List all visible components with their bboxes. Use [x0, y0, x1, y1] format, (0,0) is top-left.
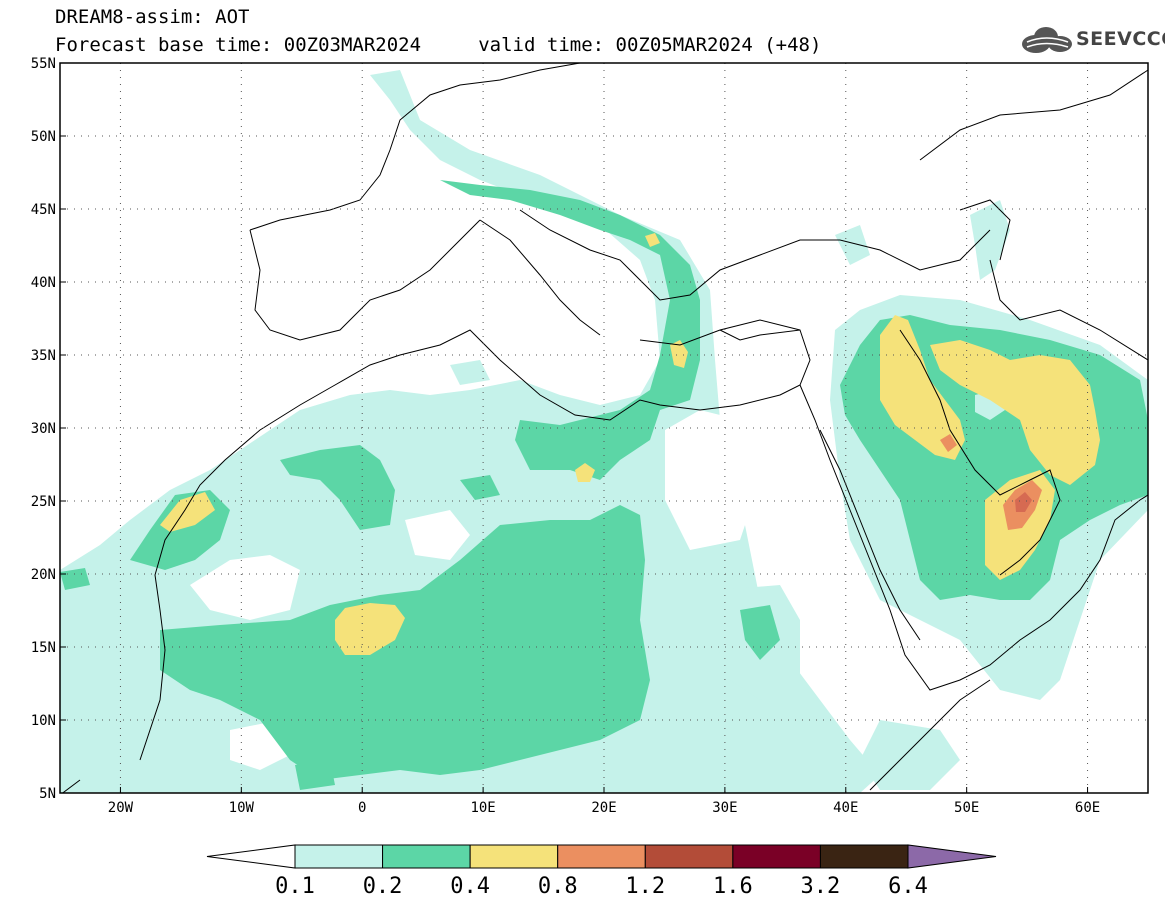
y-tick-label: 30N	[31, 421, 56, 437]
x-tick-label: 20W	[108, 800, 134, 816]
colorbar-label: 0.4	[450, 874, 490, 899]
colorbar-bin	[294, 844, 384, 869]
x-tick-label: 30E	[712, 800, 737, 816]
x-tick-label: 50E	[954, 800, 979, 816]
x-tick-label: 10W	[229, 800, 255, 816]
x-tick-label: 10E	[470, 800, 495, 816]
y-tick-label: 15N	[31, 640, 56, 656]
seevccc-logo	[1022, 27, 1072, 53]
y-tick-label: 45N	[31, 202, 56, 218]
x-tick-label: 0	[358, 800, 366, 816]
y-tick-label: 35N	[31, 348, 56, 364]
colorbar-bin	[819, 844, 909, 869]
colorbar-label: 0.2	[363, 874, 403, 899]
x-tick-label: 60E	[1075, 800, 1100, 816]
colorbar-label: 0.1	[275, 874, 315, 899]
forecast-time-line: Forecast base time: 00Z03MAR2024 valid t…	[55, 34, 822, 56]
y-tick-label: 5N	[39, 786, 56, 802]
logo-text: SEEVCCC	[1076, 28, 1165, 50]
colorbar-under-arrow	[206, 844, 296, 869]
y-tick-label: 55N	[31, 56, 56, 72]
x-axis: 20W 10W 0 10E 20E 30E 40E 50E 60E	[108, 787, 1100, 816]
y-tick-label: 10N	[31, 713, 56, 729]
y-tick-label: 25N	[31, 494, 56, 510]
colorbar-bin	[732, 844, 821, 869]
colorbar-bin	[644, 844, 734, 869]
aot-fields	[60, 70, 1148, 793]
colorbar-over-arrow	[907, 844, 997, 869]
x-tick-label: 20E	[591, 800, 616, 816]
map-title: DREAM8-assim: AOT	[55, 6, 250, 28]
y-tick-label: 40N	[31, 275, 56, 291]
colorbar-label: 3.2	[801, 874, 841, 899]
colorbar-bin	[469, 844, 559, 869]
colorbar-label: 0.8	[538, 874, 578, 899]
colorbar-bin	[382, 844, 471, 869]
colorbar-label: 6.4	[888, 874, 928, 899]
colorbar-label: 1.6	[713, 874, 753, 899]
colorbar-bin	[557, 844, 646, 869]
colorbar-label: 1.2	[625, 874, 665, 899]
graticule	[60, 62, 1148, 794]
y-axis: 55N 50N 45N 40N 35N 30N 25N 20N 15N 10N 5N	[31, 56, 66, 802]
aot-level-1.2	[1015, 492, 1032, 512]
y-tick-label: 20N	[31, 567, 56, 583]
x-tick-label: 40E	[833, 800, 858, 816]
y-tick-label: 50N	[31, 129, 56, 145]
